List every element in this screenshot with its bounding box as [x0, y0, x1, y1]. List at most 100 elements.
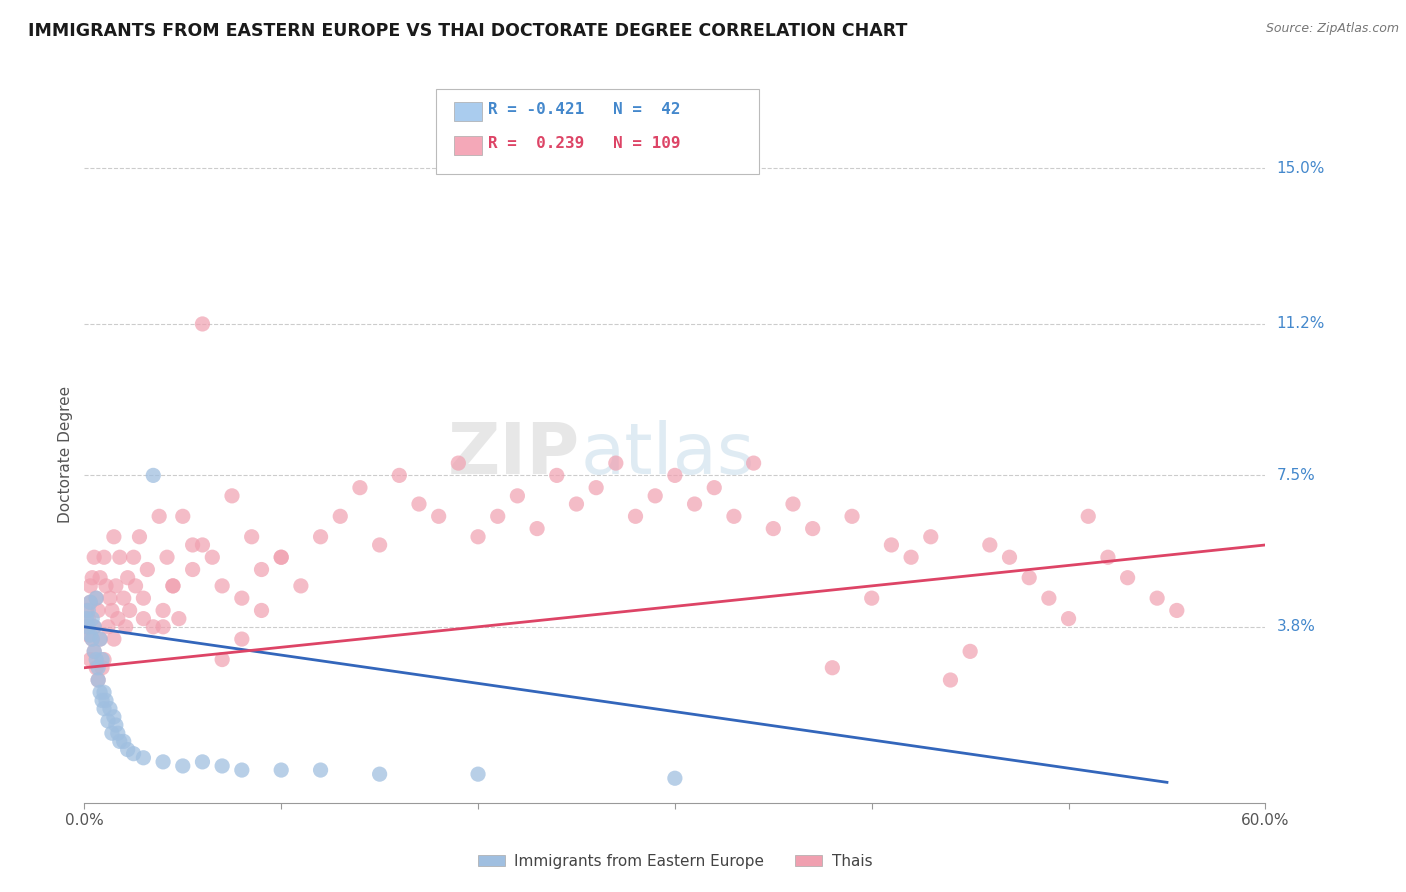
Point [93, 701, 115, 715]
Text: 3.8%: 3.8% [1277, 619, 1316, 634]
Point [1038, 591, 1060, 606]
Point [250, 603, 273, 617]
Point [221, 489, 243, 503]
Point [132, 591, 155, 606]
Point [723, 509, 745, 524]
Point [104, 718, 127, 732]
Point [191, 755, 214, 769]
Point [644, 489, 666, 503]
Point [162, 579, 184, 593]
Point [87, 603, 110, 617]
Point [959, 644, 981, 658]
Text: ZIP: ZIP [449, 420, 581, 490]
Point [270, 550, 292, 565]
Point [1146, 591, 1168, 606]
Y-axis label: Doctorate Degree: Doctorate Degree [58, 386, 73, 524]
Text: atlas: atlas [581, 420, 755, 490]
Point [75, 603, 97, 617]
Point [152, 603, 174, 617]
Point [112, 734, 135, 748]
Point [349, 481, 371, 495]
Point [979, 538, 1001, 552]
Point [624, 509, 647, 524]
Point [101, 726, 124, 740]
Point [231, 591, 253, 606]
Point [841, 509, 863, 524]
Point [309, 530, 332, 544]
Point [1057, 612, 1080, 626]
Point [142, 468, 165, 483]
Point [84, 652, 107, 666]
Point [97, 620, 120, 634]
Point [136, 562, 159, 576]
Point [880, 538, 903, 552]
Point [108, 734, 131, 748]
Point [75, 620, 97, 634]
Point [79, 652, 101, 666]
Point [821, 661, 844, 675]
Point [98, 591, 121, 606]
Point [82, 632, 104, 646]
Point [408, 497, 430, 511]
Point [167, 612, 190, 626]
Legend: Immigrants from Eastern Europe, Thais: Immigrants from Eastern Europe, Thais [471, 848, 879, 875]
Point [156, 550, 179, 565]
Point [860, 591, 883, 606]
Point [801, 522, 824, 536]
Point [84, 591, 107, 606]
Point [762, 522, 785, 536]
Point [124, 579, 146, 593]
Point [1018, 571, 1040, 585]
Point [172, 509, 194, 524]
Point [526, 522, 548, 536]
Point [211, 759, 233, 773]
Point [309, 763, 332, 777]
Point [108, 550, 131, 565]
Point [118, 603, 141, 617]
Point [270, 763, 292, 777]
Point [117, 571, 139, 585]
Point [83, 550, 105, 565]
Point [270, 550, 292, 565]
Point [1166, 603, 1188, 617]
Point [250, 562, 273, 576]
Point [900, 550, 922, 565]
Point [77, 603, 100, 617]
Point [114, 620, 136, 634]
Point [112, 591, 135, 606]
Point [152, 755, 174, 769]
Point [162, 579, 184, 593]
Point [87, 673, 110, 687]
Point [77, 628, 100, 642]
Point [148, 509, 170, 524]
Point [664, 771, 686, 785]
Point [122, 747, 145, 761]
Point [211, 652, 233, 666]
Point [506, 489, 529, 503]
Point [181, 562, 204, 576]
Point [132, 612, 155, 626]
Text: R = -0.421   N =  42: R = -0.421 N = 42 [488, 103, 681, 117]
Point [89, 685, 111, 699]
Point [91, 652, 114, 666]
Point [467, 530, 489, 544]
Point [94, 579, 117, 593]
Point [89, 632, 111, 646]
Point [467, 767, 489, 781]
Point [77, 620, 100, 634]
Point [97, 714, 120, 728]
Text: IMMIGRANTS FROM EASTERN EUROPE VS THAI DOCTORATE DEGREE CORRELATION CHART: IMMIGRANTS FROM EASTERN EUROPE VS THAI D… [28, 22, 907, 40]
Point [75, 612, 97, 626]
Point [1116, 571, 1139, 585]
Point [211, 579, 233, 593]
Point [122, 550, 145, 565]
Text: 11.2%: 11.2% [1277, 317, 1324, 332]
Point [231, 632, 253, 646]
Point [117, 742, 139, 756]
Point [84, 591, 107, 606]
Point [565, 497, 588, 511]
Point [79, 579, 101, 593]
Text: 15.0%: 15.0% [1277, 161, 1324, 176]
Point [103, 710, 125, 724]
Point [89, 632, 111, 646]
